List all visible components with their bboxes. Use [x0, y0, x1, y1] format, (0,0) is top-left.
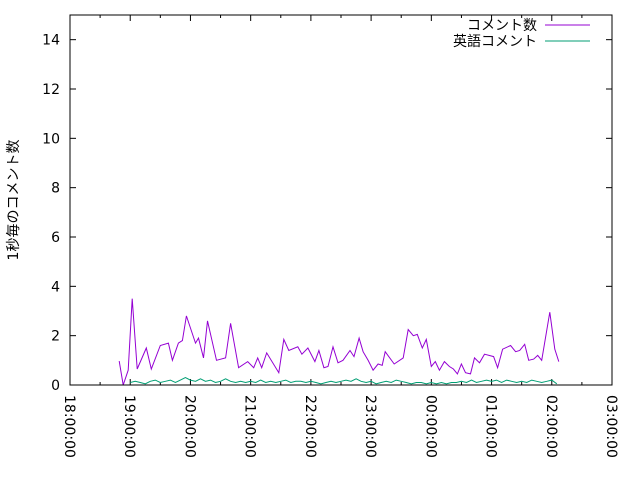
y-tick-label: 0	[51, 378, 60, 394]
x-tick-label: 02:00:00	[543, 395, 559, 458]
series-line-1	[118, 298, 560, 386]
legend-label: コメント数	[467, 18, 537, 34]
y-tick-label: 8	[51, 181, 60, 197]
legend-label: 英語コメント	[453, 33, 537, 50]
x-tick-label: 23:00:00	[362, 395, 378, 458]
y-tick-label: 4	[51, 279, 60, 295]
x-tick-label: 03:00:00	[603, 395, 619, 458]
axes: 0 2 4 6 8 10 12 14 18:00:00 19:00:00 20:00:00 21:00…	[42, 15, 619, 458]
series-group	[118, 298, 560, 386]
y-tick-label: 14	[42, 33, 60, 49]
x-tick-label: 18:00:00	[61, 395, 77, 458]
x-tick-label: 01:00:00	[483, 395, 499, 458]
y-tick-label: 2	[51, 329, 60, 345]
y-tick-label: 10	[42, 131, 60, 147]
series-line-2	[130, 377, 558, 385]
y-tick-label: 12	[42, 82, 60, 98]
x-tick-label: 21:00:00	[242, 395, 258, 458]
x-tick-label: 19:00:00	[121, 395, 137, 458]
x-tick-label: 22:00:00	[302, 395, 318, 458]
y-tick-label: 6	[51, 230, 60, 246]
x-tick-label: 20:00:00	[181, 395, 197, 458]
plot-border	[69, 14, 613, 386]
y-axis-label: 1秒毎のコメント数	[6, 140, 22, 261]
x-tick-label: 00:00:00	[422, 395, 438, 458]
